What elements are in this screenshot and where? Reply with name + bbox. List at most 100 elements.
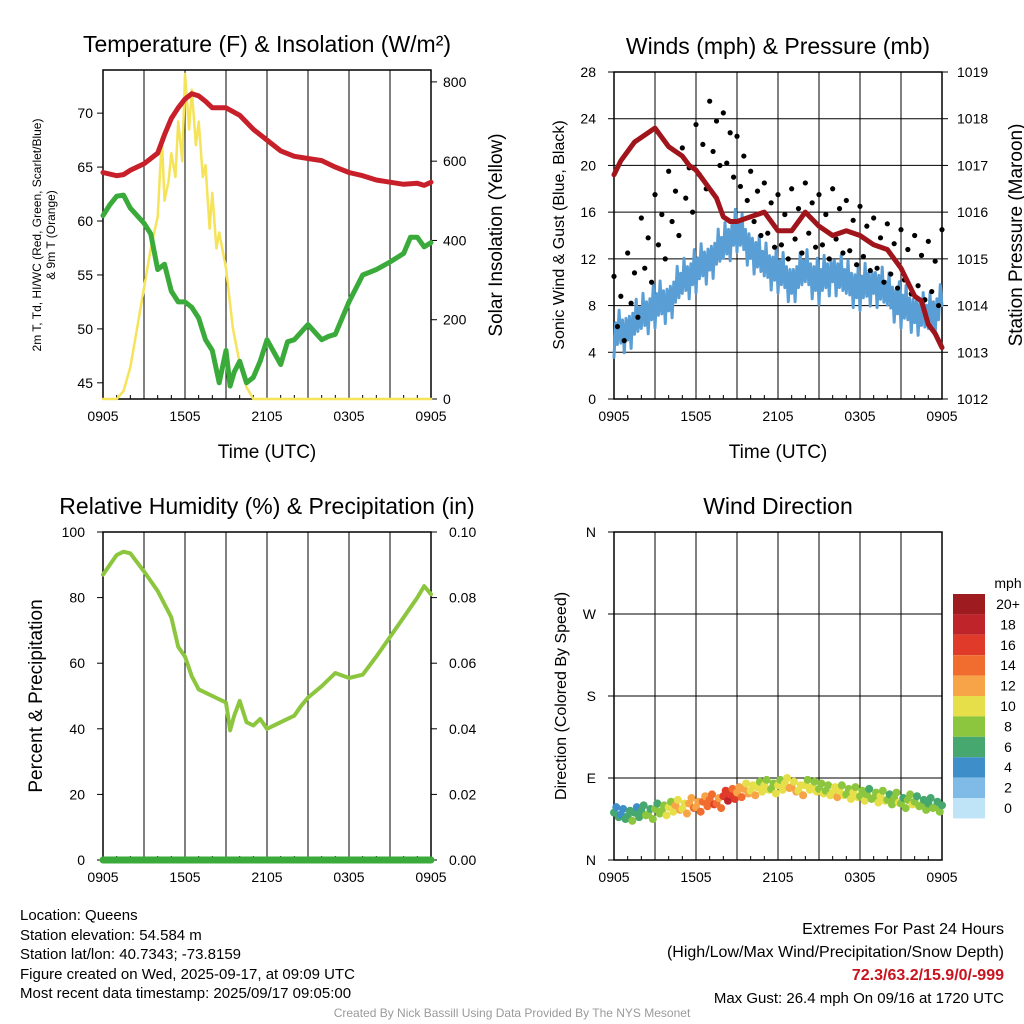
gust-point — [864, 223, 870, 229]
y2-tick-label: 1019 — [957, 64, 988, 80]
y-tick-label: 55 — [77, 267, 93, 283]
x-tick-label: 2105 — [762, 408, 793, 424]
y-axis-label: Sonic Wind & Gust (Blue, Black) — [551, 120, 568, 349]
gust-point — [802, 180, 808, 186]
gust-point — [925, 238, 931, 244]
wind-direction-point — [628, 816, 637, 825]
gust-point — [751, 218, 757, 225]
gust-point — [652, 192, 658, 198]
x-tick-label: 2105 — [251, 408, 282, 424]
y2-tick-label: 0.00 — [449, 852, 476, 868]
wind-direction-point — [938, 801, 946, 810]
location-text: Location: Queens — [20, 907, 138, 924]
dewpoint-line — [100, 192, 434, 389]
wind-direction-point — [799, 791, 808, 800]
gust-point — [806, 230, 812, 236]
wind-direction-point — [723, 796, 732, 805]
extremes-description: (High/Low/Max Wind/Precipitation/Snow De… — [666, 944, 1004, 961]
x-tick-label: 0905 — [598, 869, 629, 885]
gust-point — [648, 279, 655, 285]
legend-label: 16 — [1000, 637, 1016, 653]
y-axis-label: Direction (Colored By Speed) — [553, 592, 570, 800]
wind-direction-point — [771, 789, 780, 798]
gust-point — [843, 197, 849, 204]
y-tick-label: 28 — [580, 64, 596, 80]
temperature-chart: Temperature (F) & Insolation (W/m²) 45 50 5… — [30, 31, 507, 463]
wind-direction-point — [737, 793, 746, 802]
legend-swatch — [953, 634, 985, 656]
gust-point — [809, 200, 815, 206]
gust-point — [857, 203, 863, 209]
wind-direction-point — [803, 775, 812, 784]
wind-direction-point — [912, 792, 921, 801]
gust-point — [816, 192, 822, 198]
legend-swatch — [953, 594, 985, 615]
x-tick-label: 0905 — [926, 408, 957, 424]
gust-point — [689, 209, 696, 215]
y-tick-label: 80 — [69, 590, 85, 606]
wind-direction-point — [874, 798, 883, 807]
legend-swatch — [953, 655, 985, 676]
gust-point — [638, 215, 644, 221]
y-tick-label: 20 — [580, 157, 596, 173]
y2-tick-label: 1018 — [957, 111, 988, 127]
legend-label: 18 — [1000, 616, 1016, 632]
gust-point — [833, 236, 839, 242]
y2-tick-label: 1015 — [957, 251, 988, 267]
legend-label: 20+ — [996, 596, 1020, 612]
wind-direction-point — [935, 807, 944, 816]
gust-point — [836, 206, 843, 212]
y2-tick-label: 1012 — [957, 391, 988, 407]
gust-point — [707, 98, 713, 104]
legend-label: 8 — [1004, 718, 1012, 734]
plot-frame — [613, 71, 943, 400]
gust-point — [618, 293, 624, 299]
speed-legend: mph 20+ 18 16 14 12 10 8 6 4 2 0 — [953, 575, 1022, 819]
recent-data-text: Most recent data timestamp: 2025/09/17 0… — [20, 985, 352, 1002]
y-tick-label: 16 — [580, 204, 596, 220]
y2-axis-label: Station Pressure (Maroon) — [1006, 124, 1024, 347]
wind-direction-point — [783, 774, 792, 782]
wind-direction-point — [669, 807, 678, 816]
gust-point — [662, 256, 668, 262]
gust-point — [840, 250, 846, 256]
wind-direction-point — [824, 781, 833, 790]
y-tick-label: N — [586, 524, 596, 540]
gust-point — [812, 244, 819, 250]
wind-direction-point — [696, 807, 705, 816]
gust-point — [888, 271, 894, 277]
extremes-panel: Extremes For Past 24 Hours (High/Low/Max… — [667, 918, 1004, 1011]
y-tick-label: 4 — [588, 344, 596, 360]
legend-title: mph — [994, 575, 1021, 591]
wind-direction-point — [922, 805, 931, 814]
wind-direction-point — [851, 783, 860, 792]
y-axis-label-text: Sonic Wind & Gust (Blue, Black) — [551, 120, 568, 349]
legend-label: 4 — [1004, 759, 1012, 775]
humidity-chart: Relative Humidity (%) & Precipitation (i… — [26, 493, 476, 885]
station-info: Location: Queens Station elevation: 54.5… — [20, 906, 355, 1004]
y2-tick-label: 0.06 — [449, 655, 476, 671]
y-tick-label: S — [587, 688, 596, 704]
legend-swatch — [953, 675, 985, 696]
gust-point — [939, 227, 945, 233]
y2-tick-label: 0.10 — [449, 524, 476, 540]
gust-point — [628, 300, 634, 306]
chart-title: Relative Humidity (%) & Precipitation (i… — [59, 493, 474, 519]
gust-point — [905, 246, 911, 253]
gust-point — [823, 211, 829, 218]
wind-direction-point — [742, 779, 751, 788]
y2-tick-label: 600 — [443, 153, 467, 169]
wind-direction-point — [612, 803, 621, 812]
y2-tick-label: 0 — [443, 391, 451, 407]
gust-point — [635, 314, 641, 320]
wind-direction-point — [878, 786, 887, 795]
wind-direction-point — [619, 804, 628, 813]
gust-point — [891, 241, 897, 247]
gust-point — [877, 235, 884, 241]
y2-tick-label: 1016 — [957, 204, 988, 220]
y-axis-label: Percent & Precipitation — [26, 599, 47, 792]
wind-direction-point — [682, 809, 691, 818]
gust-point — [850, 217, 856, 223]
extremes-title: Extremes For Past 24 Hours — [802, 921, 1004, 938]
